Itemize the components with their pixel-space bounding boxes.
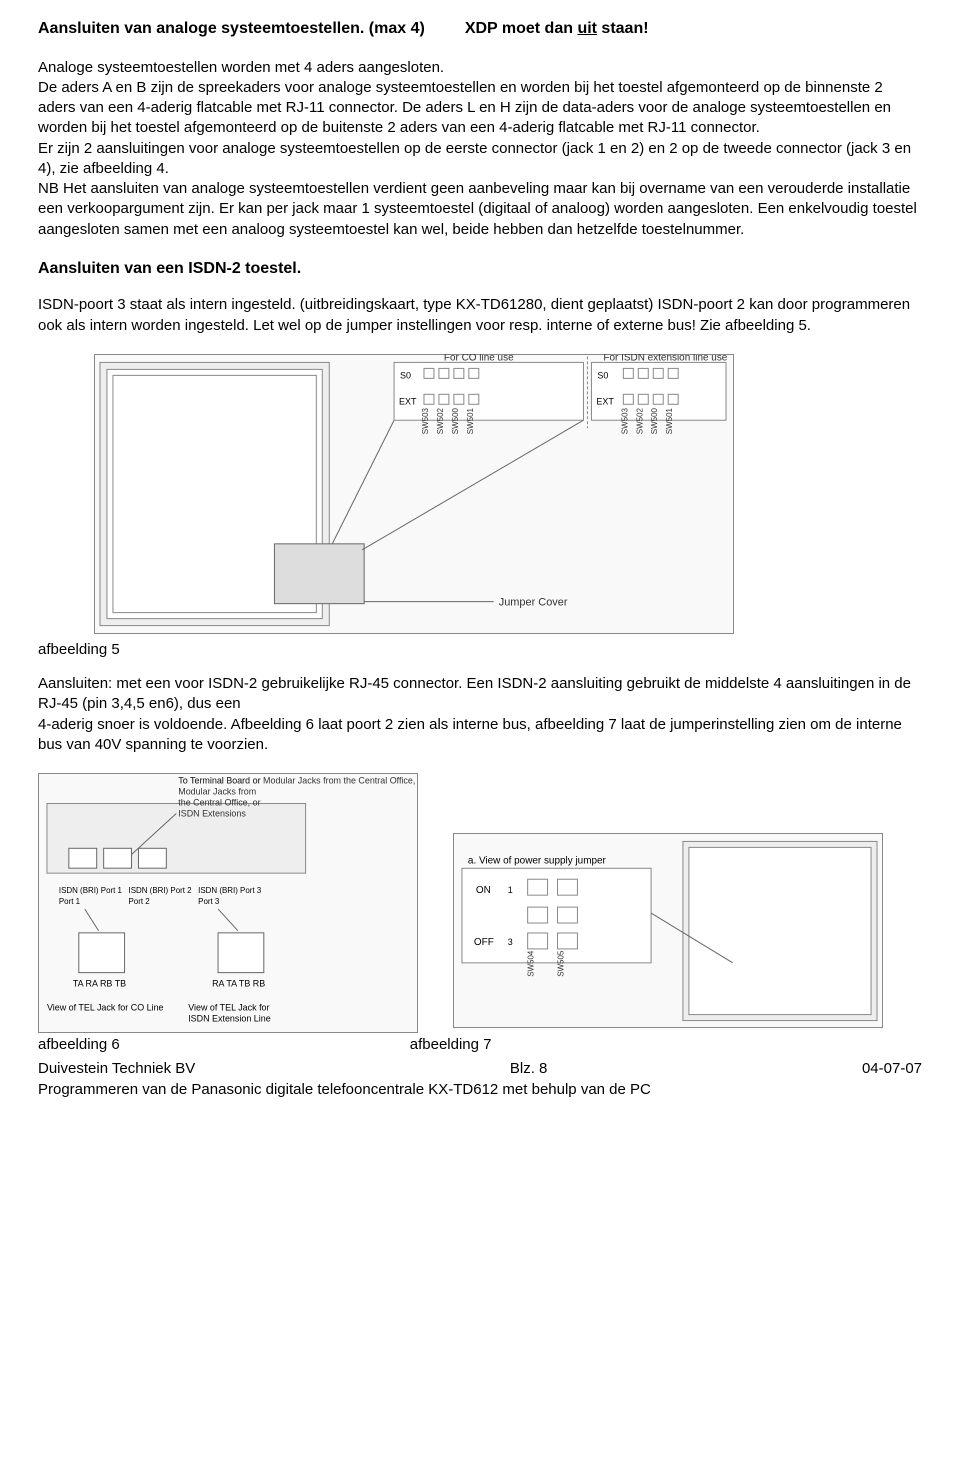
footer-left: Duivestein Techniek BV [38, 1059, 195, 1079]
svg-text:a. View of power supply jumper: a. View of power supply jumper [468, 856, 607, 867]
svg-text:ISDN Extensions: ISDN Extensions [178, 809, 246, 819]
figure-5-wrap: For CO line use For ISDN extension line … [94, 354, 922, 634]
svg-text:S0: S0 [400, 370, 411, 380]
heading-right-underline: uit [577, 20, 597, 37]
footer-right: 04-07-07 [862, 1059, 922, 1079]
svg-text:SW503: SW503 [421, 407, 430, 434]
svg-text:SW501: SW501 [466, 407, 475, 434]
figure-7-caption: afbeelding 7 [410, 1035, 492, 1055]
svg-text:SW504: SW504 [527, 950, 536, 977]
svg-text:For CO line use: For CO line use [444, 354, 514, 363]
svg-text:Port 2: Port 2 [129, 897, 151, 906]
figure-5-svg: For CO line use For ISDN extension line … [95, 354, 733, 634]
svg-text:SW503: SW503 [620, 407, 629, 434]
svg-text:EXT: EXT [399, 396, 417, 406]
heading-row: Aansluiten van analoge systeemtoestellen… [38, 18, 922, 40]
captions-6-7-row: afbeelding 6 afbeelding 7 [38, 1035, 922, 1055]
svg-text:1: 1 [508, 885, 513, 895]
svg-text:To Terminal Board or: To Terminal Board or [178, 776, 260, 786]
svg-text:ISDN (BRI) Port 2: ISDN (BRI) Port 2 [129, 886, 193, 895]
svg-text:Port 1: Port 1 [59, 897, 81, 906]
footer-row: Duivestein Techniek BV Blz. 8 04-07-07 [38, 1059, 922, 1079]
svg-text:Port 3: Port 3 [198, 897, 220, 906]
svg-text:For ISDN extension line use: For ISDN extension line use [603, 354, 727, 363]
paragraph-1: Analoge systeemtoestellen worden met 4 a… [38, 58, 922, 240]
svg-text:ISDN Extension Line: ISDN Extension Line [188, 1014, 270, 1024]
svg-text:Jumper Cover: Jumper Cover [499, 597, 568, 609]
footer-mid: Blz. 8 [510, 1059, 548, 1079]
svg-text:SW500: SW500 [451, 407, 460, 434]
paragraph-3: Aansluiten: met een voor ISDN-2 gebruike… [38, 674, 922, 755]
svg-text:ISDN (BRI) Port 1: ISDN (BRI) Port 1 [59, 886, 123, 895]
figures-6-7-row: To Terminal Board or Modular Jacks from … [38, 773, 922, 1033]
svg-text:the Central Office, or: the Central Office, or [178, 798, 260, 808]
paragraph-2: ISDN-poort 3 staat als intern ingesteld.… [38, 295, 922, 336]
figure-5-caption: afbeelding 5 [38, 640, 922, 660]
svg-text:SW502: SW502 [635, 407, 644, 434]
figure-6-caption: afbeelding 6 [38, 1035, 120, 1055]
svg-text:ISDN (BRI) Port 3: ISDN (BRI) Port 3 [198, 886, 262, 895]
heading-right-post: staan! [597, 20, 649, 37]
heading-right-pre: XDP moet dan [465, 20, 578, 37]
figure-6-diagram: To Terminal Board or Modular Jacks from … [38, 773, 418, 1033]
svg-text:View of TEL Jack for CO Line: View of TEL Jack for CO Line [47, 1003, 164, 1013]
svg-text:RA TA TB RB: RA TA TB RB [212, 979, 265, 989]
footer-subtitle: Programmeren van de Panasonic digitale t… [38, 1080, 922, 1100]
svg-text:View of TEL Jack for: View of TEL Jack for [188, 1003, 269, 1013]
svg-text:Modular Jacks from: Modular Jacks from [178, 787, 256, 797]
svg-text:3: 3 [508, 937, 513, 947]
heading-right: XDP moet dan uit staan! [465, 18, 649, 40]
svg-text:SW501: SW501 [665, 407, 674, 434]
figure-5-diagram: For CO line use For ISDN extension line … [94, 354, 734, 634]
figure-6-svg: To Terminal Board or Modular Jacks from … [39, 773, 417, 1033]
heading-left: Aansluiten van analoge systeemtoestellen… [38, 18, 425, 40]
svg-text:SW502: SW502 [436, 407, 445, 434]
figure-7-diagram: a. View of power supply jumper ON OFF 1 … [453, 833, 883, 1028]
svg-text:TA RA RB TB: TA RA RB TB [73, 979, 126, 989]
svg-text:S0: S0 [597, 370, 608, 380]
svg-text:SW505: SW505 [556, 950, 565, 977]
svg-text:EXT: EXT [596, 396, 614, 406]
figure-7-svg: a. View of power supply jumper ON OFF 1 … [454, 833, 882, 1028]
svg-text:OFF: OFF [474, 937, 494, 948]
svg-text:ON: ON [476, 885, 491, 896]
svg-text:SW500: SW500 [650, 407, 659, 434]
heading-isdn: Aansluiten van een ISDN-2 toestel. [38, 258, 922, 280]
